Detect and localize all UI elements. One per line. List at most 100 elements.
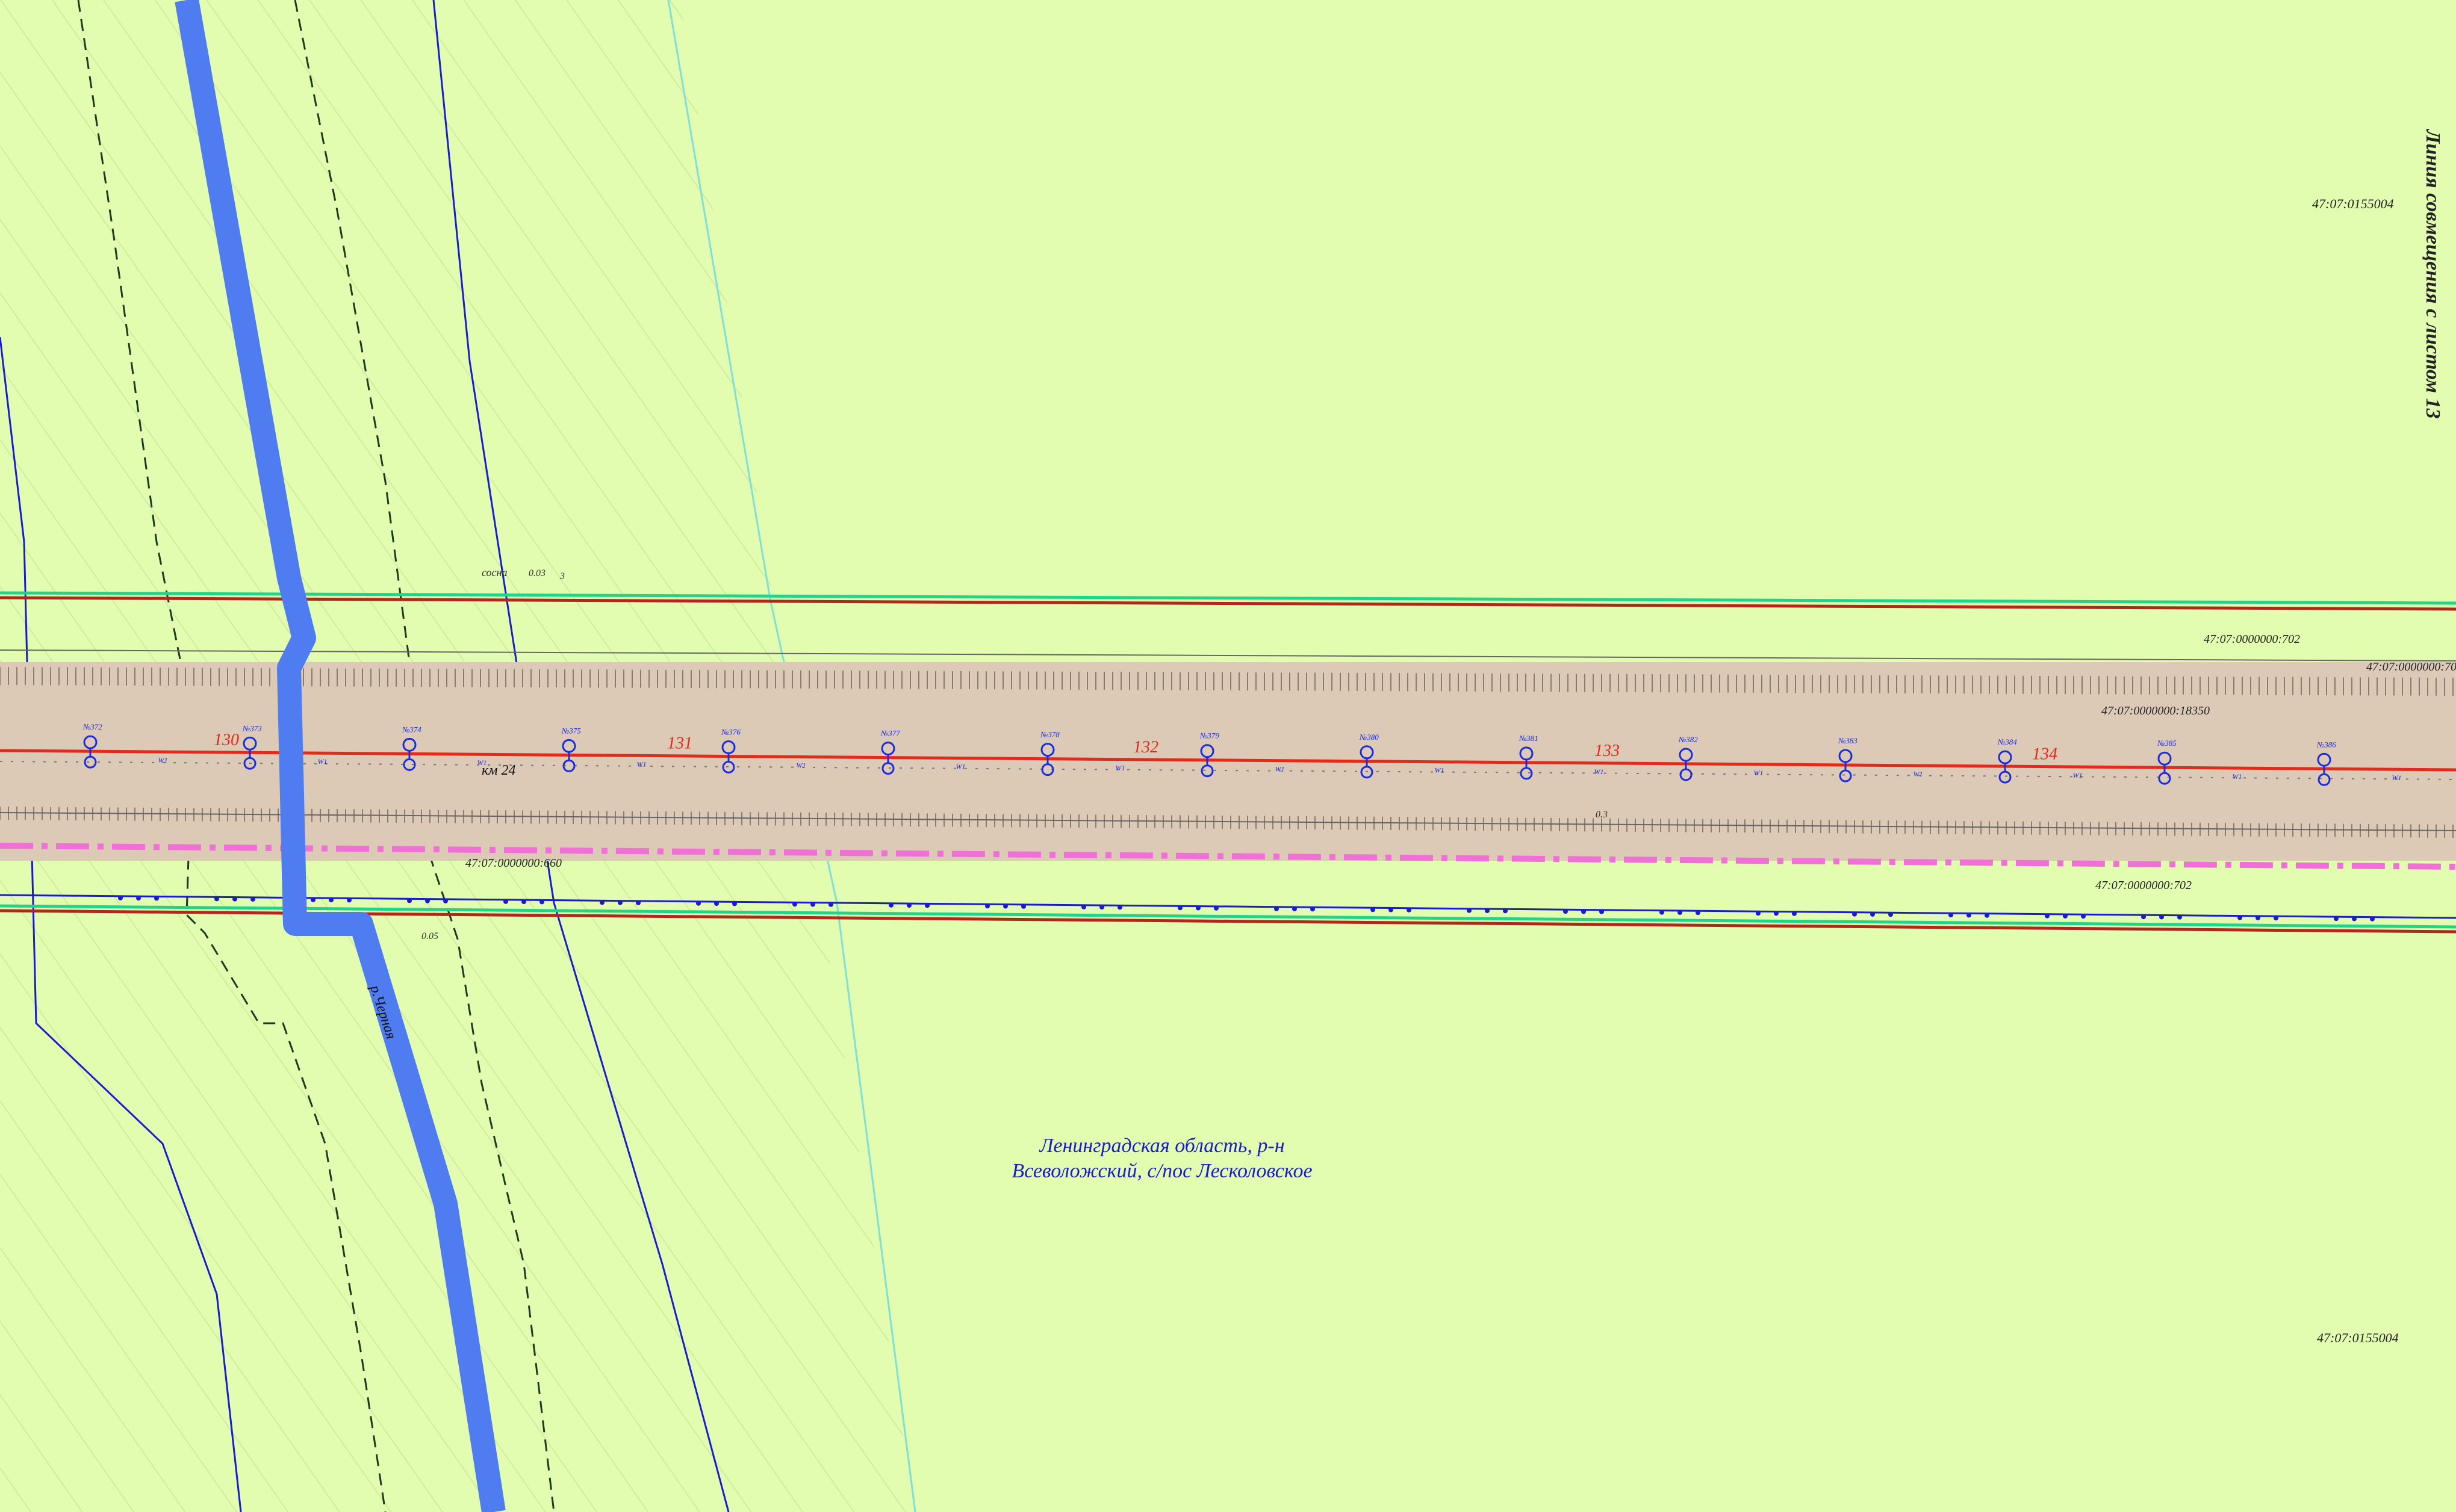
wire-label: W1 (318, 757, 328, 766)
pole-marker: №383 W1 (1838, 736, 1923, 782)
pole-number-label: №382 (1678, 735, 1698, 744)
wire-label: W1 (1116, 764, 1125, 772)
bottom-dot (214, 896, 219, 902)
bottom-dot (1407, 907, 1411, 912)
picket-label: 132 (1133, 738, 1158, 757)
pole-number-label: №378 (1040, 730, 1060, 739)
bottom-dot (1696, 910, 1700, 916)
red-boundary-bottom (0, 909, 2456, 934)
small-label-2: 3 (559, 571, 565, 581)
pole-marker: №372 W1 (82, 722, 168, 769)
bottom-dot (829, 902, 833, 907)
small-label-1: 0.03 (529, 568, 546, 578)
pole-circle-bottom (562, 759, 576, 772)
pole-marker: №373 W1 (242, 723, 328, 770)
bottom-dot (1467, 908, 1472, 913)
bottom-dot (1081, 904, 1086, 909)
bottom-dot (810, 902, 815, 907)
picket-group: 130 131 132 133 134 (214, 731, 2057, 764)
bottom-dot (636, 900, 641, 905)
bottom-dot (1659, 909, 1664, 915)
dashed-line-2 (294, 0, 555, 1512)
road-edge-pattern-top (0, 667, 2454, 696)
pole-circle-bottom (1520, 767, 1533, 780)
cadastral-label-18350: 47:07:0000000:18350 (2101, 704, 2210, 717)
bottom-dot (1948, 912, 1953, 918)
pole-marker: №380 W1 (1359, 733, 1444, 779)
pole-circle-bottom (1360, 766, 1373, 779)
bottom-dot (1370, 907, 1375, 912)
bottom-dot (1178, 905, 1183, 911)
pole-marker: №381 W1 (1519, 734, 1604, 780)
bottom-dot (329, 897, 334, 903)
bottom-dot (407, 898, 412, 903)
bottom-dot (1310, 906, 1315, 912)
pole-number-label: №384 (1997, 737, 2017, 746)
pole-circle-bottom (1041, 763, 1054, 776)
small-label-4: 0.3 (1596, 810, 1608, 820)
bottom-dot (1388, 907, 1393, 912)
bottom-dot (1214, 905, 1219, 911)
bottom-dot (1292, 906, 1297, 912)
grey-edge-bottom (0, 812, 2456, 831)
bottom-dot (1966, 912, 1971, 918)
bottom-dot (1503, 908, 1508, 914)
pole-marker: №375 W1 (561, 726, 647, 772)
bottom-dot (521, 899, 526, 905)
bottom-dot (2334, 916, 2339, 922)
blue-boundary-left (0, 336, 242, 1512)
bottom-dot (1756, 911, 1761, 916)
bottom-dot (907, 903, 912, 908)
wire-label: W1 (2073, 771, 2083, 779)
bottom-dot (250, 896, 255, 902)
wire-label: W1 (797, 761, 806, 769)
pole-number-label: №375 (561, 726, 581, 735)
wire-label: W1 (956, 762, 966, 770)
bottom-dot (925, 903, 930, 908)
cadastral-label-top-right: 47:07:0155004 (2312, 196, 2394, 211)
bottom-dot (714, 901, 719, 906)
bottom-dot (1677, 909, 1682, 915)
bottom-dot (618, 900, 623, 905)
bottom-dot (2081, 914, 2086, 919)
picket-label: 133 (1594, 742, 1620, 760)
bottom-dot (2255, 915, 2260, 920)
cadastral-label-702-top: 47:07:0000000:702 (2204, 633, 2300, 646)
dashed-line-1 (77, 0, 387, 1512)
bottom-dot (696, 900, 701, 906)
bottom-dot (2159, 914, 2164, 920)
wire-label: W1 (1435, 766, 1444, 775)
pole-marker: №379 W1 (1199, 731, 1285, 778)
bottom-dot (136, 896, 141, 901)
pole-circle-bottom (2318, 773, 2331, 786)
bottom-dot (1774, 911, 1779, 916)
pole-marker: №382 W1 (1678, 735, 1764, 781)
pole-number-label: №380 (1359, 733, 1379, 742)
region-label-line2: Всеволожский, с/пос Лесколовское (1012, 1160, 1312, 1182)
red-boundary-top (0, 596, 2456, 611)
pole-circle-bottom (243, 757, 256, 770)
pole-number-label: №383 (1838, 736, 1858, 745)
pole-marker: №385 W1 (2157, 739, 2242, 785)
bottom-dot (503, 899, 508, 904)
cadastral-label-702-edge: 47:07:0000000:702 (2366, 660, 2456, 674)
pole-circle-bottom (881, 762, 895, 775)
bottom-dot (792, 902, 797, 907)
wire-label: W1 (158, 756, 168, 764)
blue-boundary-mid (432, 0, 730, 1512)
bottom-dot (539, 899, 544, 905)
region-label-line1: Ленинградская область, р-н (1039, 1135, 1284, 1157)
cadastral-label-702-bottom: 47:07:0000000:702 (2095, 879, 2192, 892)
picket-label: 131 (667, 734, 692, 753)
pole-circle-bottom (2158, 772, 2171, 785)
pole-number-label: №374 (402, 725, 421, 734)
bottom-dot (2177, 914, 2182, 920)
wire-label: W1 (477, 758, 487, 767)
bottom-dot (1563, 909, 1568, 914)
bottom-dot (889, 902, 894, 908)
bottom-dot (425, 898, 430, 903)
bottom-dot (1274, 906, 1279, 911)
bottom-dot (1581, 909, 1586, 914)
bottom-dot (347, 897, 352, 903)
